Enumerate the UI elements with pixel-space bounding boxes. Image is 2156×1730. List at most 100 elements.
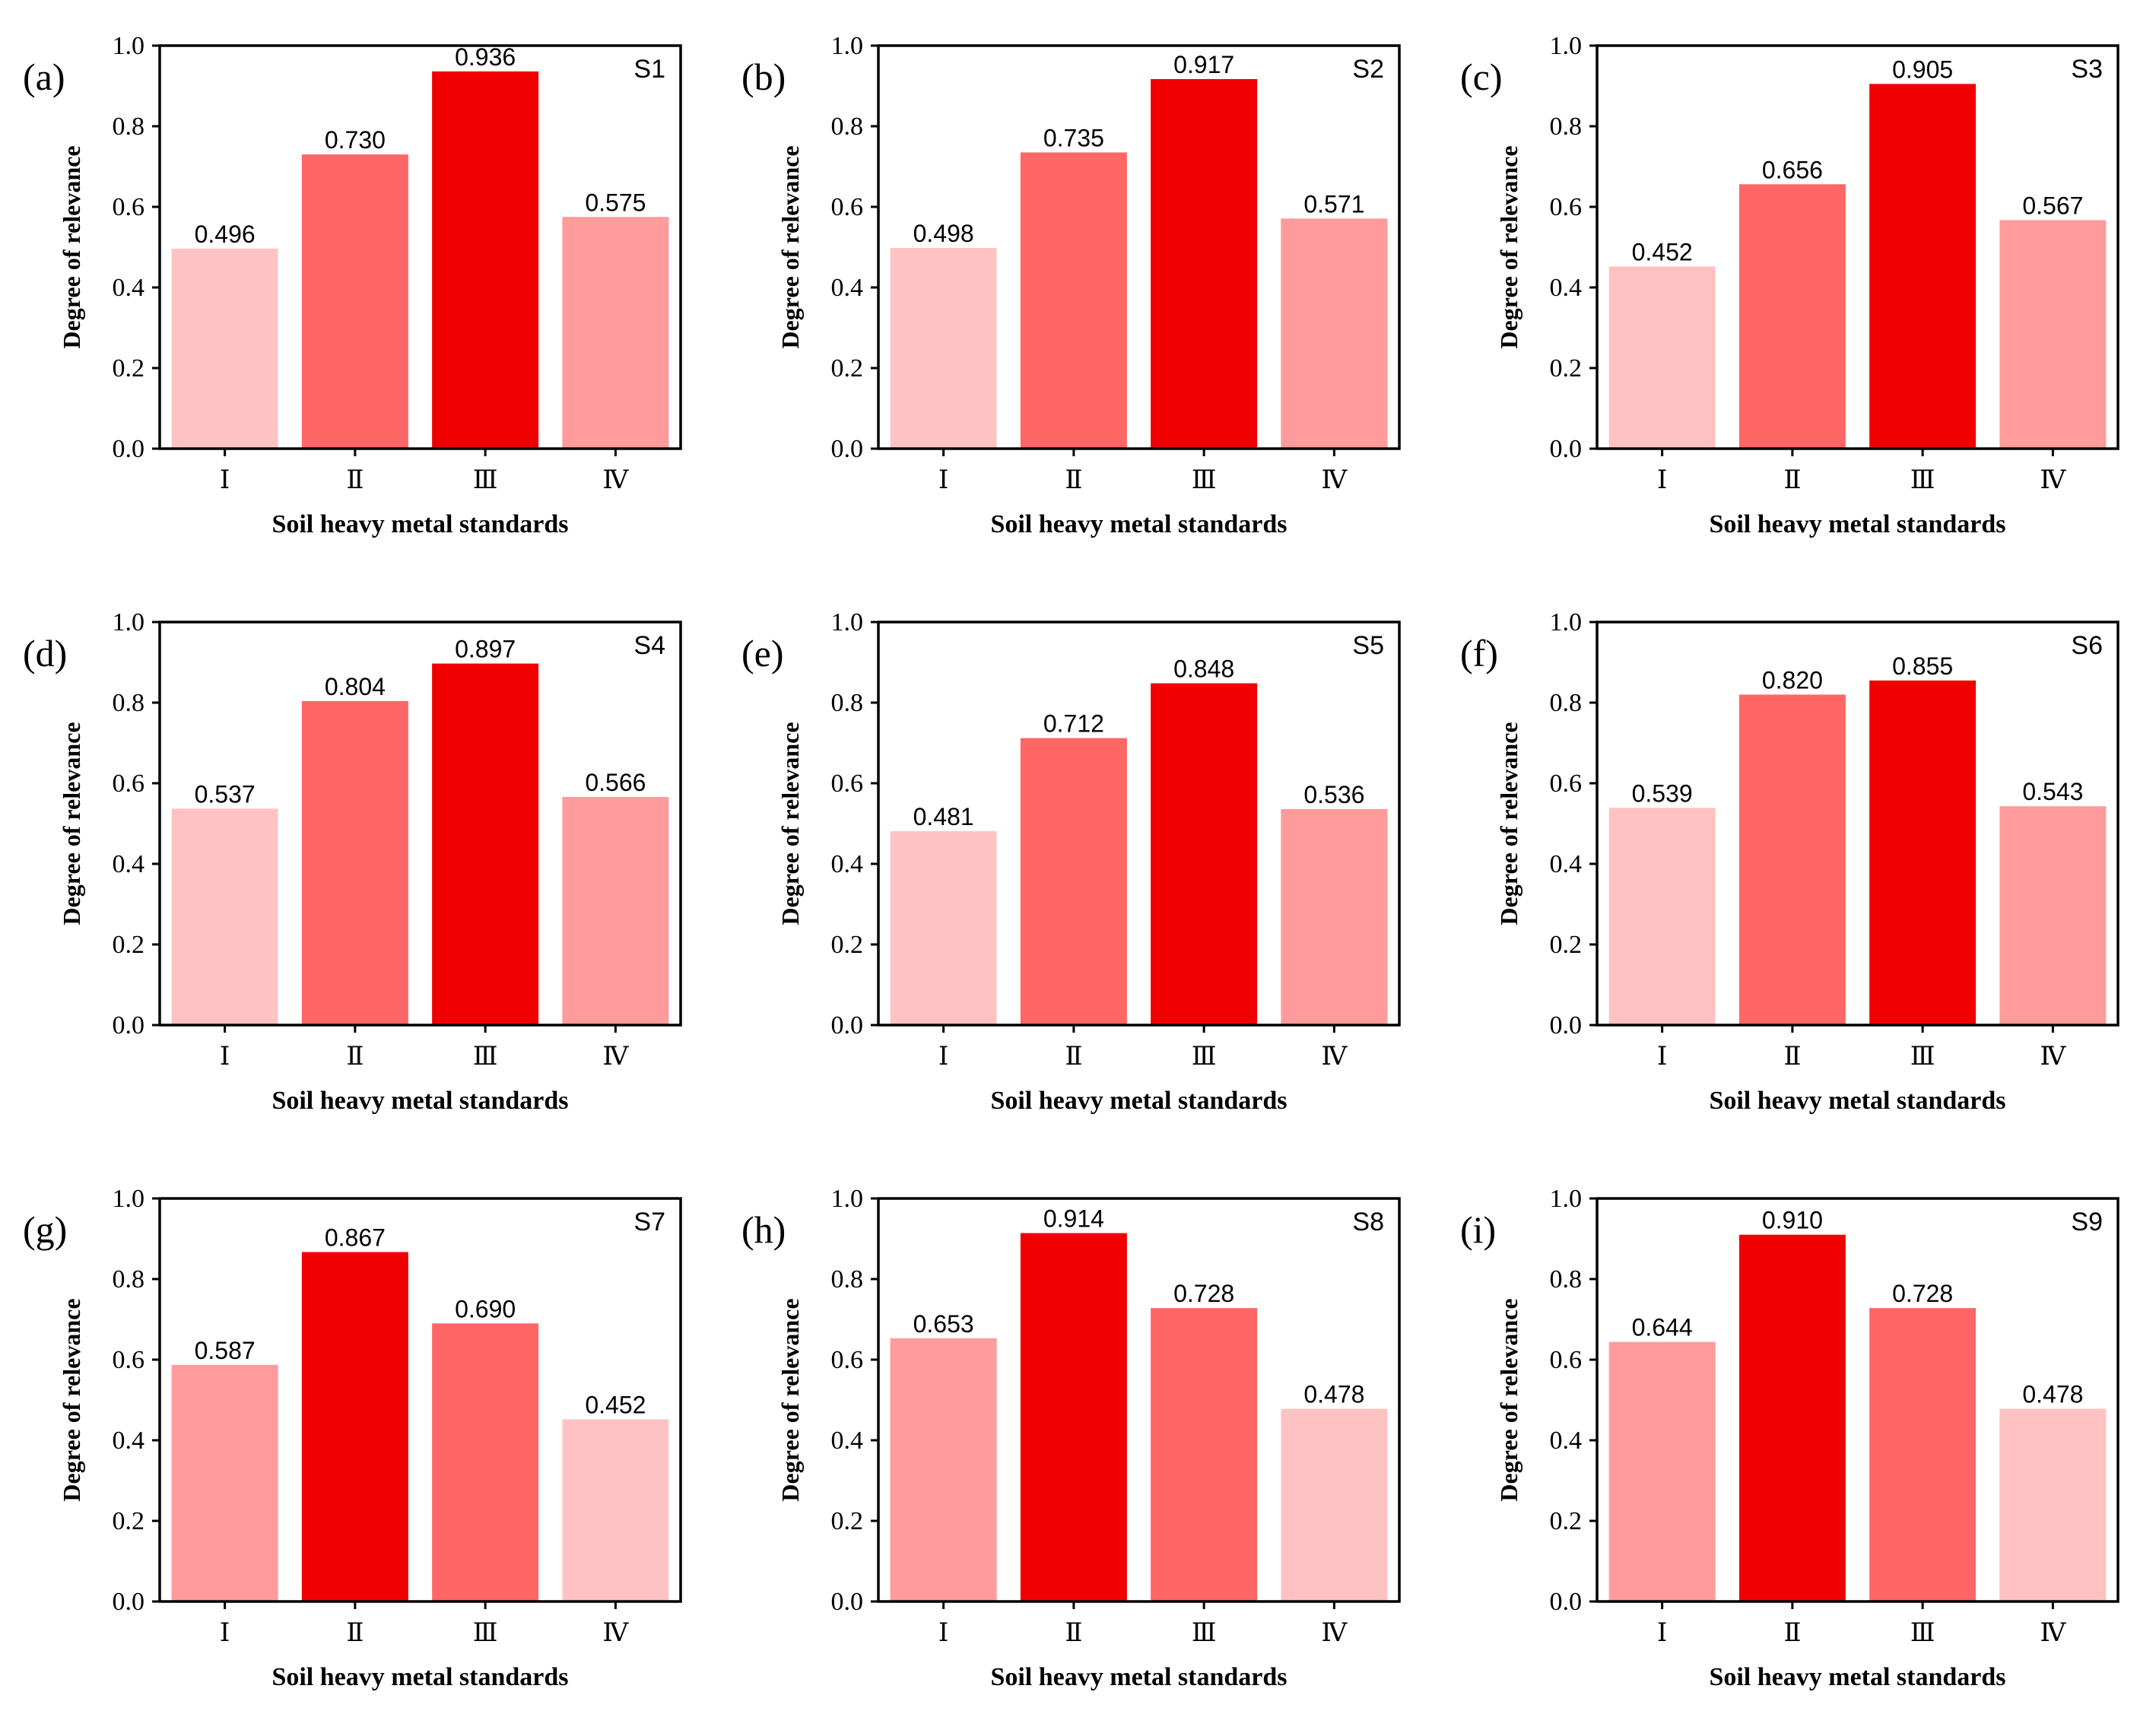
y-tick-label: 0.6 [113, 1346, 145, 1374]
x-axis-label: Soil heavy metal standards [990, 1087, 1287, 1115]
chart-svg: (c) 0.452 Ⅰ 0.656 Ⅱ 0.905 Ⅲ 0.567 Ⅳ 0.0 0.2 0.4 0.6 0… [1460, 32, 2119, 538]
x-axis-label: Soil heavy metal standards [271, 510, 568, 538]
panel-letter: (c) [1460, 56, 1503, 98]
bar-value-label: 0.575 [585, 189, 646, 216]
chart-panel-s4: (d) 0.537 Ⅰ 0.804 Ⅱ 0.897 Ⅲ 0.566 Ⅳ 0.0 0.2 0.4 0.6 0… [0, 576, 719, 1153]
y-axis-label: Degree of relevance [1495, 722, 1523, 925]
bar-Ⅱ [1738, 184, 1846, 449]
bar-Ⅲ [1151, 1308, 1258, 1601]
plot-frame [1596, 1197, 2119, 1603]
bar-Ⅳ [1999, 1408, 2107, 1601]
y-axis-label: Degree of relevance [776, 1298, 804, 1501]
bar-value-label: 0.567 [2022, 192, 2083, 219]
x-tick-label: Ⅳ [1321, 1619, 1348, 1647]
bar-Ⅲ [432, 1323, 539, 1601]
y-tick-label: 0.8 [1550, 113, 1583, 141]
x-tick-label: Ⅳ [2040, 1043, 2066, 1071]
bar-value-label: 0.566 [585, 769, 646, 796]
bar-value-label: 0.452 [585, 1391, 646, 1418]
bar-value-label: 0.478 [2022, 1381, 2083, 1408]
bar-Ⅱ [301, 700, 408, 1025]
y-tick-label: 0.0 [113, 1011, 145, 1040]
y-tick-label: 0.0 [1550, 1011, 1583, 1040]
bar-value-label: 0.848 [1173, 655, 1234, 683]
bar-value-label: 0.644 [1632, 1314, 1693, 1341]
y-axis-label: Degree of relevance [58, 1298, 85, 1501]
x-tick-label: Ⅱ [346, 1043, 364, 1071]
chart-panel-s3: (c) 0.452 Ⅰ 0.656 Ⅱ 0.905 Ⅲ 0.567 Ⅳ 0.0 0.2 0.4 0.6 0… [1437, 0, 2156, 576]
bar-Ⅱ [1020, 738, 1127, 1025]
bar-value-label: 0.536 [1303, 781, 1364, 808]
bar-value-label: 0.571 [1303, 190, 1364, 217]
bar-value-label: 0.936 [455, 43, 516, 71]
bar-Ⅳ [1281, 1408, 1388, 1601]
panel-letter: (a) [23, 56, 65, 98]
bar-Ⅰ [171, 808, 278, 1025]
bar-value-label: 0.690 [455, 1295, 516, 1322]
y-tick-label: 0.0 [831, 1011, 864, 1040]
y-tick-label: 0.4 [831, 274, 864, 302]
bar-Ⅳ [1999, 806, 2107, 1025]
panel-letter: (i) [1460, 1208, 1496, 1251]
x-axis-label: Soil heavy metal standards [271, 1087, 568, 1115]
y-tick-label: 1.0 [113, 32, 145, 60]
bar-value-label: 0.910 [1762, 1207, 1823, 1234]
x-tick-label: Ⅰ [220, 1043, 230, 1071]
x-tick-label: Ⅱ [1065, 1043, 1082, 1071]
x-tick-label: Ⅲ [473, 1043, 498, 1071]
plot-frame [877, 44, 1401, 450]
plot-frame [877, 1197, 1401, 1603]
x-axis-label: Soil heavy metal standards [271, 1663, 568, 1691]
y-tick-label: 0.2 [113, 931, 145, 959]
x-tick-label: Ⅱ [346, 466, 364, 494]
y-tick-label: 0.2 [831, 931, 864, 959]
x-tick-label: Ⅳ [2040, 1619, 2066, 1647]
bar-Ⅳ [562, 797, 669, 1025]
bar-value-label: 0.730 [325, 126, 386, 154]
x-tick-label: Ⅱ [1783, 466, 1801, 494]
chart-svg: (a) 0.496 Ⅰ 0.730 Ⅱ 0.936 Ⅲ 0.575 Ⅳ 0.0 0.2 0.4 0.6 0… [23, 32, 682, 538]
y-tick-label: 0.2 [113, 1507, 145, 1535]
y-tick-label: 0.0 [1550, 435, 1583, 463]
y-axis-label: Degree of relevance [776, 145, 804, 348]
panel-letter: (e) [741, 632, 784, 675]
bar-Ⅲ [1151, 78, 1258, 449]
chart-panel-s8: (h) 0.653 Ⅰ 0.914 Ⅱ 0.728 Ⅲ 0.478 Ⅳ 0.0 0.2 0.4 0.6 0… [719, 1153, 1437, 1729]
y-tick-label: 0.4 [831, 850, 864, 878]
bar-value-label: 0.478 [1303, 1381, 1364, 1408]
bar-value-label: 0.496 [195, 221, 256, 248]
y-tick-label: 0.2 [113, 354, 145, 383]
y-tick-label: 0.0 [1550, 1588, 1583, 1616]
bar-Ⅳ [1281, 808, 1388, 1025]
x-tick-label: Ⅲ [1192, 466, 1217, 494]
chart-panel-s5: (e) 0.481 Ⅰ 0.712 Ⅱ 0.848 Ⅲ 0.536 Ⅳ 0.0 0.2 0.4 0.6 0… [719, 576, 1437, 1153]
bar-Ⅱ [1738, 694, 1846, 1025]
y-tick-label: 0.4 [1550, 1427, 1583, 1455]
x-axis-label: Soil heavy metal standards [1709, 1087, 2005, 1115]
bar-Ⅱ [1738, 1234, 1846, 1601]
y-tick-label: 0.0 [113, 435, 145, 463]
y-tick-label: 0.6 [831, 193, 864, 221]
chart-svg: (e) 0.481 Ⅰ 0.712 Ⅱ 0.848 Ⅲ 0.536 Ⅳ 0.0 0.2 0.4 0.6 0… [741, 608, 1401, 1115]
bar-value-label: 0.735 [1043, 124, 1104, 151]
x-axis-label: Soil heavy metal standards [990, 1663, 1287, 1691]
series-label: S7 [633, 1208, 665, 1236]
bar-value-label: 0.804 [325, 673, 386, 700]
x-tick-label: Ⅳ [1321, 466, 1348, 494]
x-tick-label: Ⅰ [220, 1619, 230, 1647]
x-tick-label: Ⅱ [1065, 466, 1082, 494]
y-axis-label: Degree of relevance [1495, 145, 1523, 348]
y-axis-label: Degree of relevance [58, 145, 85, 348]
y-tick-label: 0.4 [113, 1427, 145, 1455]
plot-frame [158, 1197, 682, 1603]
y-tick-label: 0.8 [113, 1265, 145, 1294]
bar-Ⅱ [301, 1252, 408, 1601]
plot-frame [1596, 621, 2119, 1027]
plot-frame [158, 621, 682, 1027]
x-tick-label: Ⅳ [1321, 1043, 1348, 1071]
series-label: S2 [1352, 55, 1384, 84]
y-tick-label: 1.0 [1550, 608, 1583, 636]
bar-value-label: 0.537 [195, 780, 256, 808]
x-tick-label: Ⅰ [220, 466, 230, 494]
bar-Ⅲ [432, 71, 539, 449]
